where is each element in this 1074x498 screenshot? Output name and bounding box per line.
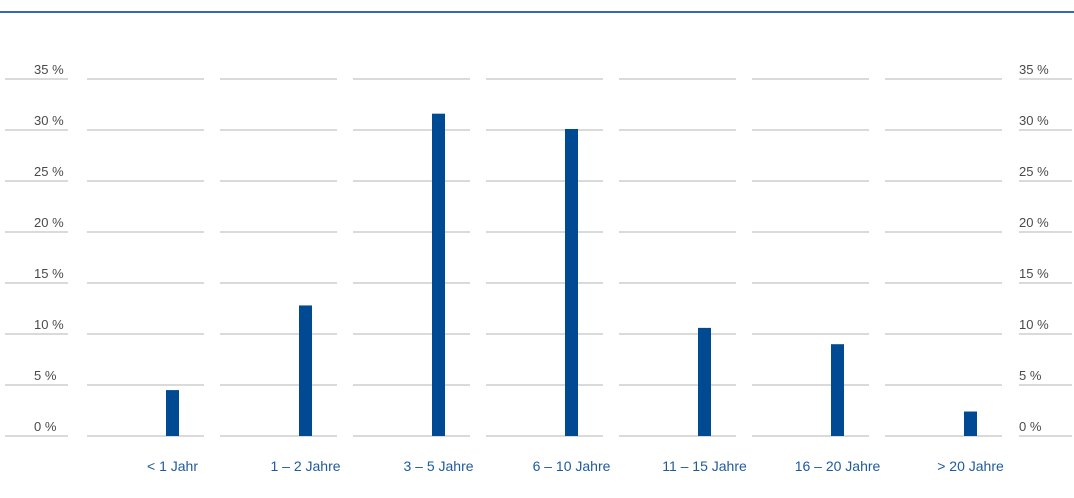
x-tick-label: < 1 Jahr <box>147 458 198 474</box>
x-axis: < 1 Jahr 1 – 2 Jahre 3 – 5 Jahre 6 – 10 Jah… <box>147 458 1004 474</box>
bar <box>299 305 312 436</box>
bar <box>432 113 445 437</box>
y-tick-label-right: 25 % <box>1019 164 1049 179</box>
y-tick-label-left: 10 % <box>34 317 64 332</box>
x-tick-label: 3 – 5 Jahre <box>403 458 473 474</box>
x-tick-label: 11 – 15 Jahre <box>662 458 747 474</box>
bar <box>831 344 844 436</box>
y-tick-label-left: 0 % <box>34 419 57 434</box>
bar <box>565 128 578 437</box>
y-tick-label-left: 30 % <box>34 113 64 128</box>
gridlines <box>5 78 1072 437</box>
y-tick-label-right: 15 % <box>1019 266 1049 281</box>
y-tick-label-right: 30 % <box>1019 113 1049 128</box>
x-tick-label: 1 – 2 Jahre <box>270 458 340 474</box>
y-tick-label-right: 35 % <box>1019 62 1049 77</box>
y-tick-label-right: 10 % <box>1019 317 1049 332</box>
y-tick-label-right: 5 % <box>1019 368 1042 383</box>
bar <box>166 390 179 436</box>
y-tick-label-left: 35 % <box>34 62 64 77</box>
y-tick-label-left: 25 % <box>34 164 64 179</box>
x-tick-label: > 20 Jahre <box>937 458 1004 474</box>
y-tick-label-left: 15 % <box>34 266 64 281</box>
y-tick-label-left: 20 % <box>34 215 64 230</box>
bar <box>964 411 977 436</box>
y-axis-left: 0 % 5 % 10 % 15 % 20 % 25 % 30 % 35 % <box>34 62 64 434</box>
bars <box>166 113 977 437</box>
x-tick-label: 16 – 20 Jahre <box>795 458 881 474</box>
y-axis-right: 0 % 5 % 10 % 15 % 20 % 25 % 30 % 35 % <box>1019 62 1049 434</box>
y-tick-label-right: 20 % <box>1019 215 1049 230</box>
x-tick-label: 6 – 10 Jahre <box>533 458 611 474</box>
y-tick-label-right: 0 % <box>1019 419 1042 434</box>
bar <box>698 327 711 436</box>
y-tick-label-left: 5 % <box>34 368 57 383</box>
